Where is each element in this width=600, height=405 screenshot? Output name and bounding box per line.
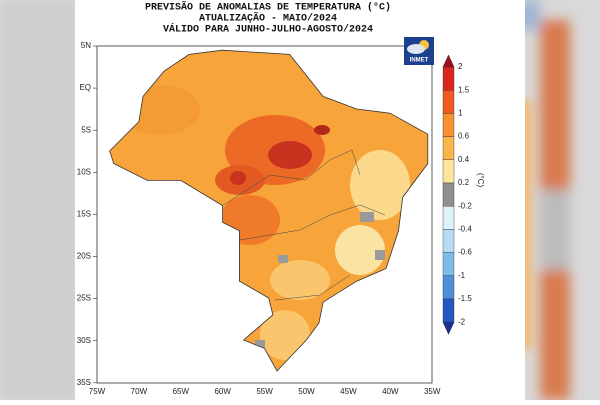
colorbar-label: 0.4: [458, 155, 470, 164]
colorbar-segment: [442, 89, 455, 114]
colorbar-segment: [442, 182, 455, 207]
colorbar-label: 0.2: [458, 178, 470, 187]
colorbar-unit: (°C): [476, 173, 485, 188]
colorbar-segment: [442, 298, 455, 323]
colorbar-segment: [442, 275, 455, 300]
logo-text: INMET: [410, 58, 429, 64]
colorbar: 2 1.5 1 0.6 0.4 0.2 -0.2 -0.4 -0.6 -1 -1.5 -2 (°C): [442, 54, 485, 335]
blurred-sides: [0, 0, 570, 400]
lon-label: 75W: [89, 387, 106, 396]
colorbar-segment: [442, 113, 455, 137]
lon-label: 70W: [131, 387, 148, 396]
colorbar-label: -2: [458, 317, 466, 326]
lat-label: 15S: [77, 210, 91, 219]
title-line: ATUALIZAÇÃO - MAIO/2024: [199, 11, 337, 25]
colorbar-segment: [442, 229, 455, 253]
lon-label: 35W: [424, 387, 441, 396]
lat-label: EQ: [79, 83, 91, 92]
colorbar-label: -0.4: [458, 225, 472, 234]
lon-label: 65W: [173, 387, 190, 396]
lat-label: 10S: [77, 167, 91, 176]
title: PREVISÃO DE ANOMALIAS DE TEMPERATURA (°C…: [145, 0, 391, 36]
colorbar-segment: [442, 205, 455, 230]
lon-label: 45W: [340, 387, 357, 396]
lat-label: 5N: [81, 41, 91, 50]
title-line: PREVISÃO DE ANOMALIAS DE TEMPERATURA (°C…: [145, 0, 391, 14]
colorbar-label: 0.6: [458, 132, 470, 141]
colorbar-label: 2: [458, 62, 463, 71]
colorbar-label: 1.5: [458, 85, 470, 94]
lat-label: 30S: [77, 336, 91, 345]
lon-label: 50W: [298, 387, 315, 396]
colorbar-label: -0.2: [458, 201, 472, 210]
colorbar-segment: [442, 136, 455, 161]
colorbar-segment: [442, 252, 455, 277]
colorbar-label: 1: [458, 109, 463, 118]
lon-label: 55W: [256, 387, 273, 396]
lat-label: 20S: [77, 252, 91, 261]
colorbar-label: -1: [458, 271, 466, 280]
colorbar-segment: [442, 159, 455, 184]
colorbar-segment: [442, 66, 455, 91]
lat-label: 25S: [77, 294, 91, 303]
lon-label: 40W: [382, 387, 399, 396]
title-line: VÁLIDO PARA JUNHO-JULHO-AGOSTO/2024: [163, 22, 373, 36]
colorbar-label: -1.5: [458, 294, 472, 303]
colorbar-label: -0.6: [458, 248, 472, 257]
lat-label: 5S: [81, 125, 91, 134]
lon-label: 60W: [214, 387, 231, 396]
lat-label: 35S: [77, 378, 91, 387]
colorbar-arrow: [442, 321, 455, 335]
